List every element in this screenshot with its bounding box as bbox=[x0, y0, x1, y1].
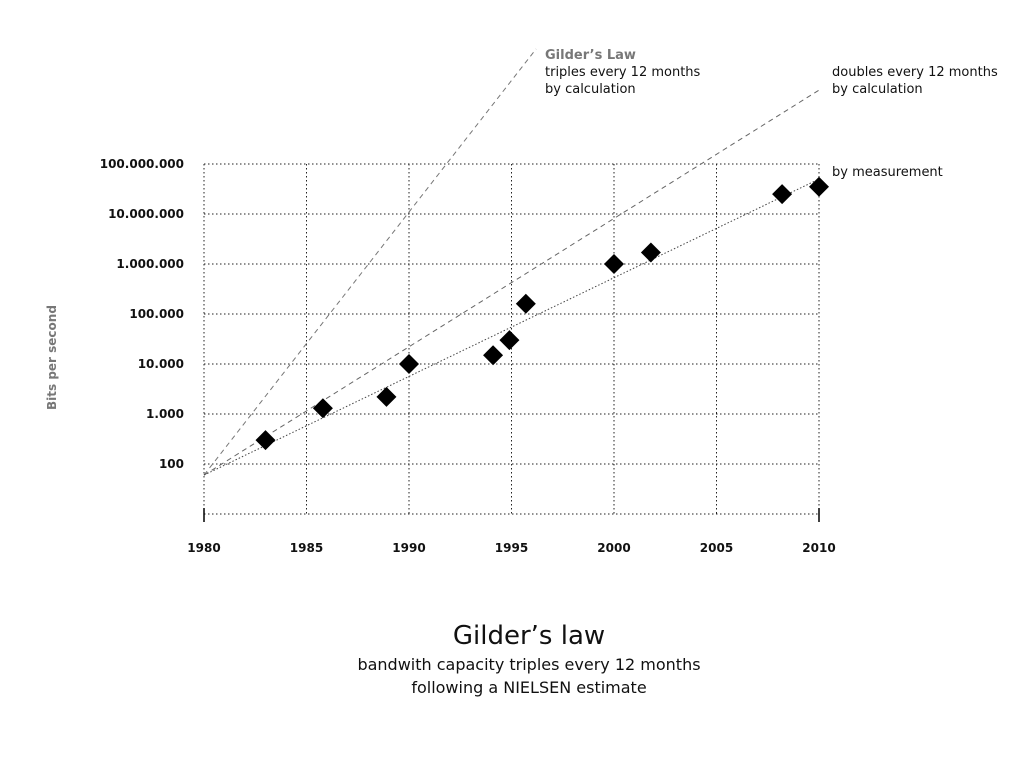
y-tick-label: 1.000 bbox=[146, 407, 184, 421]
doubles-calculation-label: by calculation bbox=[832, 82, 923, 97]
chart-title: Gilder’s law bbox=[453, 621, 605, 651]
y-tick-label: 1.000.000 bbox=[116, 257, 184, 271]
x-tick-label: 2005 bbox=[700, 541, 733, 555]
data-point bbox=[809, 176, 829, 197]
y-tick-label: 10.000 bbox=[138, 357, 184, 371]
data-point bbox=[399, 354, 419, 374]
y-axis-label: Bits per second bbox=[45, 305, 59, 410]
x-tick-label: 1980 bbox=[187, 541, 220, 555]
y-tick-label: 100 bbox=[159, 457, 184, 471]
x-tick-label: 1990 bbox=[392, 541, 425, 555]
gilder-law-label: Gilder’s Law bbox=[545, 48, 636, 63]
data-point bbox=[499, 330, 520, 351]
gilder-triples-label: triples every 12 months bbox=[545, 65, 701, 80]
x-tick-label: 2010 bbox=[802, 541, 835, 555]
x-tick-label: 1995 bbox=[495, 541, 528, 555]
chart-grid bbox=[203, 163, 820, 522]
data-point bbox=[604, 254, 624, 274]
gilder-calculation-label: by calculation bbox=[545, 82, 636, 97]
data-point bbox=[376, 386, 397, 407]
x-tick-label: 2000 bbox=[597, 541, 630, 555]
trend-line-doubles bbox=[203, 89, 820, 476]
trend-line-triples bbox=[203, 48, 537, 476]
chart-subtitle-line-1: bandwith capacity triples every 12 month… bbox=[357, 655, 700, 674]
data-point bbox=[515, 293, 536, 314]
y-tick-label: 100.000 bbox=[129, 307, 184, 321]
x-tick-label: 1985 bbox=[290, 541, 323, 555]
trend-lines bbox=[203, 48, 820, 476]
y-tick-label: 10.000.000 bbox=[108, 207, 184, 221]
data-points bbox=[255, 176, 829, 451]
data-point bbox=[640, 242, 661, 263]
trend-line-measurement bbox=[203, 178, 820, 476]
y-tick-label: 100.000.000 bbox=[100, 157, 184, 171]
measurement-label: by measurement bbox=[832, 165, 943, 180]
axis-ticks: 1980 1985 1990 1995 2000 2005 2010 100 1.000 10.0… bbox=[100, 157, 836, 555]
data-point bbox=[255, 430, 276, 451]
data-point bbox=[772, 184, 793, 205]
data-point bbox=[312, 398, 333, 419]
chart-subtitle-line-2: following a NIELSEN estimate bbox=[411, 678, 646, 697]
doubles-label: doubles every 12 months bbox=[832, 65, 998, 80]
data-point bbox=[483, 345, 504, 366]
